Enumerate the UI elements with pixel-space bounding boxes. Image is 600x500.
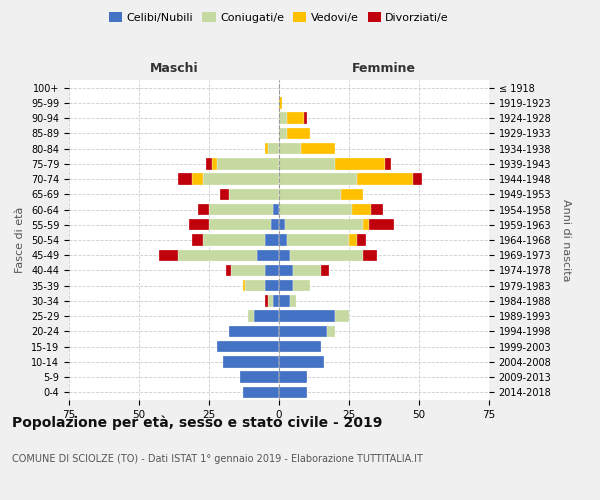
Bar <box>268 143 279 154</box>
Bar <box>279 310 335 322</box>
Bar <box>287 128 310 139</box>
Bar <box>279 326 326 337</box>
Bar <box>371 204 383 215</box>
Text: Popolazione per età, sesso e stato civile - 2019: Popolazione per età, sesso e stato civil… <box>12 416 382 430</box>
Bar <box>212 158 217 170</box>
Bar <box>413 174 422 185</box>
Bar <box>257 250 279 261</box>
Bar <box>279 158 335 170</box>
Bar <box>248 310 254 322</box>
Bar <box>290 250 363 261</box>
Legend: Celibi/Nubili, Coniugati/e, Vedovi/e, Divorziati/e: Celibi/Nubili, Coniugati/e, Vedovi/e, Di… <box>104 8 454 28</box>
Bar <box>240 372 279 383</box>
Bar <box>229 326 279 337</box>
Bar <box>341 188 363 200</box>
Bar <box>203 174 279 185</box>
Bar <box>279 188 341 200</box>
Bar <box>265 280 279 291</box>
Bar <box>192 174 203 185</box>
Bar <box>279 356 324 368</box>
Bar <box>254 310 279 322</box>
Bar <box>287 234 349 246</box>
Bar <box>279 174 358 185</box>
Bar <box>290 295 296 306</box>
Bar <box>363 219 368 230</box>
Bar <box>301 143 335 154</box>
Bar <box>279 219 284 230</box>
Bar <box>279 280 293 291</box>
Bar <box>226 265 232 276</box>
Bar <box>158 250 178 261</box>
Bar <box>178 250 257 261</box>
Bar <box>284 219 363 230</box>
Bar <box>229 188 279 200</box>
Text: COMUNE DI SCIOLZE (TO) - Dati ISTAT 1° gennaio 2019 - Elaborazione TUTTITALIA.IT: COMUNE DI SCIOLZE (TO) - Dati ISTAT 1° g… <box>12 454 423 464</box>
Bar <box>245 280 265 291</box>
Bar <box>265 265 279 276</box>
Bar <box>279 204 352 215</box>
Bar <box>279 250 290 261</box>
Bar <box>279 372 307 383</box>
Bar <box>279 112 287 124</box>
Bar <box>293 280 310 291</box>
Bar <box>192 234 203 246</box>
Bar <box>217 158 279 170</box>
Bar <box>274 204 279 215</box>
Bar <box>178 174 192 185</box>
Bar <box>242 386 279 398</box>
Bar <box>335 310 349 322</box>
Bar <box>198 204 209 215</box>
Bar <box>279 341 321 352</box>
Bar <box>220 188 229 200</box>
Bar <box>279 386 307 398</box>
Bar <box>279 143 301 154</box>
Bar <box>279 97 282 108</box>
Bar <box>279 295 290 306</box>
Bar <box>265 295 268 306</box>
Bar <box>363 250 377 261</box>
Bar <box>352 204 371 215</box>
Text: Maschi: Maschi <box>149 62 199 76</box>
Text: Femmine: Femmine <box>352 62 416 76</box>
Bar <box>203 234 265 246</box>
Bar <box>223 356 279 368</box>
Bar <box>287 112 304 124</box>
Bar <box>265 234 279 246</box>
Bar <box>358 174 413 185</box>
Bar <box>385 158 391 170</box>
Bar <box>271 219 279 230</box>
Bar <box>242 280 245 291</box>
Bar <box>326 326 335 337</box>
Bar <box>209 219 271 230</box>
Bar <box>368 219 394 230</box>
Y-axis label: Fasce di età: Fasce di età <box>16 207 25 273</box>
Y-axis label: Anni di nascita: Anni di nascita <box>561 198 571 281</box>
Bar <box>304 112 307 124</box>
Bar <box>358 234 366 246</box>
Bar <box>190 219 209 230</box>
Bar <box>349 234 358 246</box>
Bar <box>265 143 268 154</box>
Bar <box>206 158 212 170</box>
Bar <box>279 265 293 276</box>
Bar <box>268 295 274 306</box>
Bar <box>217 341 279 352</box>
Bar <box>293 265 321 276</box>
Bar <box>274 295 279 306</box>
Bar <box>321 265 329 276</box>
Bar <box>209 204 274 215</box>
Bar <box>335 158 385 170</box>
Bar <box>279 128 287 139</box>
Bar <box>279 234 287 246</box>
Bar <box>232 265 265 276</box>
